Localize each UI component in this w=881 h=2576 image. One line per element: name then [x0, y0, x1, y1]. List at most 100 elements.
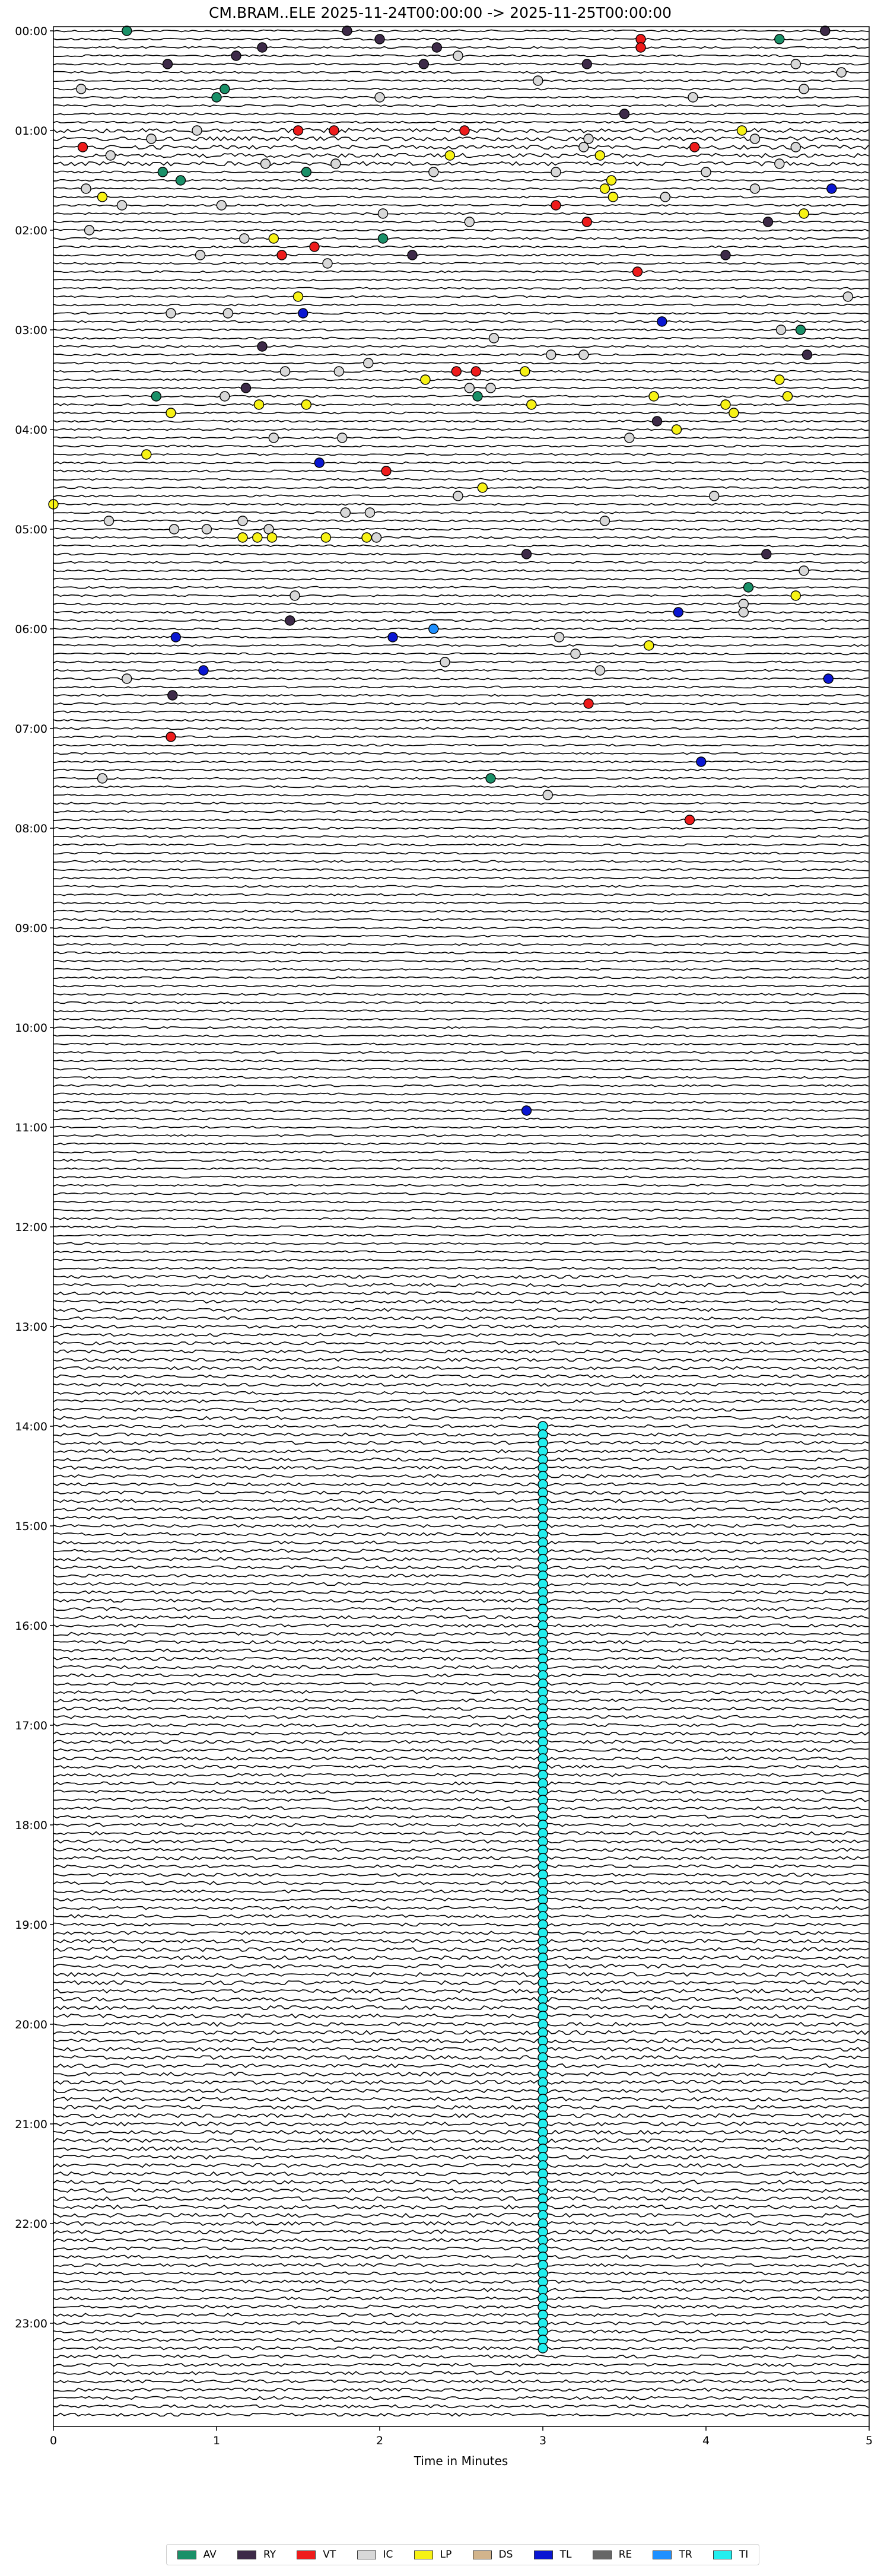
event-marker — [237, 532, 248, 543]
event-marker — [240, 383, 252, 393]
legend-label: TI — [739, 2549, 749, 2561]
event-marker — [211, 92, 222, 103]
trace-line — [53, 627, 869, 631]
trace-line — [53, 179, 869, 182]
trace-line — [53, 644, 869, 647]
trace-line — [53, 785, 869, 788]
trace-line — [53, 1980, 869, 1986]
event-marker — [361, 532, 372, 543]
y-tick-label: 09:00 — [15, 922, 47, 935]
event-marker — [736, 125, 748, 136]
event-marker — [81, 183, 91, 194]
y-tick-label: 14:00 — [15, 1420, 47, 1433]
y-tick-label: 17:00 — [15, 1719, 47, 1732]
event-marker — [201, 524, 212, 535]
x-axis-label: Time in Minutes — [414, 2454, 508, 2468]
trace-line — [53, 46, 869, 49]
trace-line — [53, 835, 869, 838]
trace-line — [53, 2254, 869, 2259]
trace-line — [53, 1632, 869, 1636]
event-marker — [799, 84, 809, 94]
x-tick-label: 3 — [539, 2434, 546, 2447]
trace-line — [53, 1324, 869, 1330]
trace-line — [53, 1424, 869, 1429]
event-marker — [167, 690, 178, 701]
legend-label: DS — [498, 2549, 513, 2561]
trace-line — [53, 984, 869, 988]
trace-line — [53, 328, 869, 332]
event-marker — [298, 308, 308, 319]
event-marker — [220, 391, 230, 402]
trace-line — [53, 303, 869, 307]
event-marker — [122, 26, 132, 36]
trace-line — [53, 320, 869, 323]
event-marker — [570, 648, 581, 659]
trace-line — [53, 1665, 869, 1669]
event-marker — [578, 349, 589, 360]
trace-line — [53, 652, 869, 656]
trace-line — [53, 1242, 869, 1245]
trace-line — [53, 760, 869, 764]
trace-line — [53, 2005, 869, 2011]
trace-line — [53, 1872, 869, 1877]
trace-line — [53, 1051, 869, 1054]
event-marker — [330, 158, 341, 169]
event-marker — [802, 349, 813, 360]
trace-line — [53, 519, 869, 523]
event-marker — [76, 84, 87, 94]
y-tick-label: 08:00 — [15, 822, 47, 835]
trace-line — [53, 685, 869, 689]
legend-swatch — [472, 2550, 492, 2559]
legend-swatch — [357, 2550, 376, 2559]
event-marker — [826, 183, 837, 194]
trace-line — [53, 461, 869, 465]
event-marker — [651, 416, 663, 427]
trace-line — [53, 378, 869, 381]
y-tick-label: 20:00 — [15, 2018, 47, 2031]
event-marker — [842, 291, 854, 302]
trace-line — [53, 1648, 869, 1653]
trace-line — [53, 212, 869, 215]
trace-line — [53, 2362, 869, 2367]
trace-line — [53, 1673, 869, 1678]
trace-line — [53, 1789, 869, 1794]
trace-line — [53, 2404, 869, 2409]
trace-line — [53, 843, 869, 847]
trace-line — [53, 469, 869, 473]
event-marker — [266, 532, 278, 543]
trace-line — [53, 1159, 869, 1162]
trace-line — [53, 1590, 869, 1595]
trace-line — [53, 2030, 869, 2036]
legend-item: LP — [414, 2549, 451, 2561]
trace-line — [53, 1582, 869, 1586]
trace-line — [53, 1341, 869, 1346]
trace-line — [53, 1474, 869, 1478]
event-marker — [774, 374, 785, 385]
trace-line — [53, 2271, 869, 2276]
trace-line — [53, 1308, 869, 1312]
trace-line — [53, 1357, 869, 1362]
y-tick-label: 03:00 — [15, 324, 47, 337]
event-marker — [301, 167, 311, 177]
trace-line — [53, 727, 869, 730]
trace-line — [53, 104, 869, 107]
legend-item: TR — [653, 2549, 692, 2561]
event-marker — [608, 192, 619, 202]
trace-line — [53, 1723, 869, 1728]
trace-line — [53, 1076, 869, 1079]
y-tick-label: 00:00 — [15, 25, 47, 38]
event-marker — [371, 532, 382, 543]
y-tick-label: 01:00 — [15, 125, 47, 138]
event-marker — [146, 133, 157, 144]
event-marker — [660, 192, 671, 202]
trace-line — [53, 1524, 869, 1528]
trace-line — [53, 1192, 869, 1195]
event-marker — [253, 399, 265, 410]
trace-line — [53, 2013, 869, 2019]
trace-line — [53, 170, 869, 174]
event-marker — [374, 34, 385, 44]
trace-line — [53, 144, 869, 150]
trace-line — [53, 868, 869, 872]
event-marker — [488, 333, 500, 344]
event-marker — [696, 756, 707, 767]
